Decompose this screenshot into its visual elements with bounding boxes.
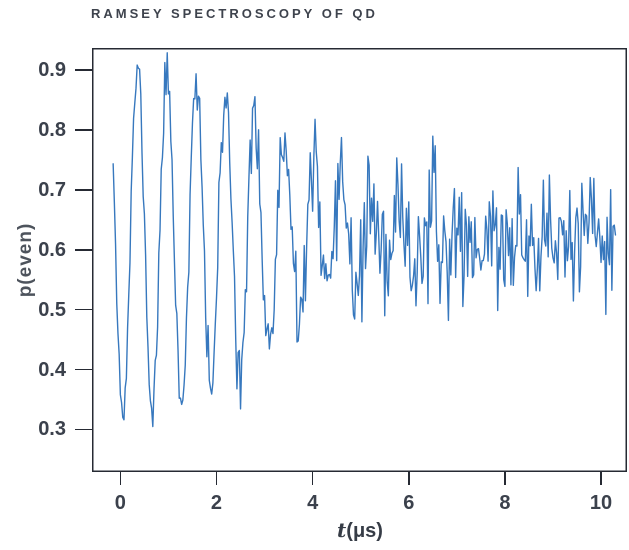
y-tick-label: 0.9 xyxy=(38,59,66,82)
x-tick-label: 4 xyxy=(307,492,319,514)
y-axis-tick xyxy=(75,249,92,251)
x-axis-tick xyxy=(215,472,218,485)
x-tick-label: 10 xyxy=(589,492,613,514)
y-axis-tick xyxy=(75,69,92,71)
x-tick-label: 6 xyxy=(403,492,415,514)
x-axis-tick xyxy=(311,472,314,485)
y-axis-tick xyxy=(75,308,92,311)
x-axis-tick xyxy=(119,472,122,485)
x-axis-units: (μs) xyxy=(346,520,383,542)
x-axis-variable: t xyxy=(337,518,347,542)
y-axis-tick xyxy=(75,428,92,431)
x-axis-tick xyxy=(504,472,506,485)
y-axis-label: p(even) xyxy=(15,222,36,298)
y-tick-label: 0.4 xyxy=(38,358,66,381)
y-tick-label: 0.3 xyxy=(38,418,66,441)
y-axis-tick xyxy=(75,129,92,131)
plot-canvas xyxy=(92,48,627,472)
x-tick-label: 2 xyxy=(210,492,223,514)
signal-trace xyxy=(112,52,617,428)
y-tick-label: 0.8 xyxy=(38,119,66,142)
chart-title: RAMSEY SPECTROSCOPY OF QD xyxy=(91,6,378,21)
y-axis-tick xyxy=(75,189,92,191)
y-axis-tick xyxy=(75,368,92,371)
x-axis-label: t(μs) xyxy=(260,517,460,543)
plot-frame xyxy=(92,48,627,472)
x-axis-tick xyxy=(600,472,602,485)
x-axis-tick xyxy=(408,472,410,485)
x-tick-label: 8 xyxy=(499,492,511,514)
x-tick-label: 0 xyxy=(114,492,126,514)
